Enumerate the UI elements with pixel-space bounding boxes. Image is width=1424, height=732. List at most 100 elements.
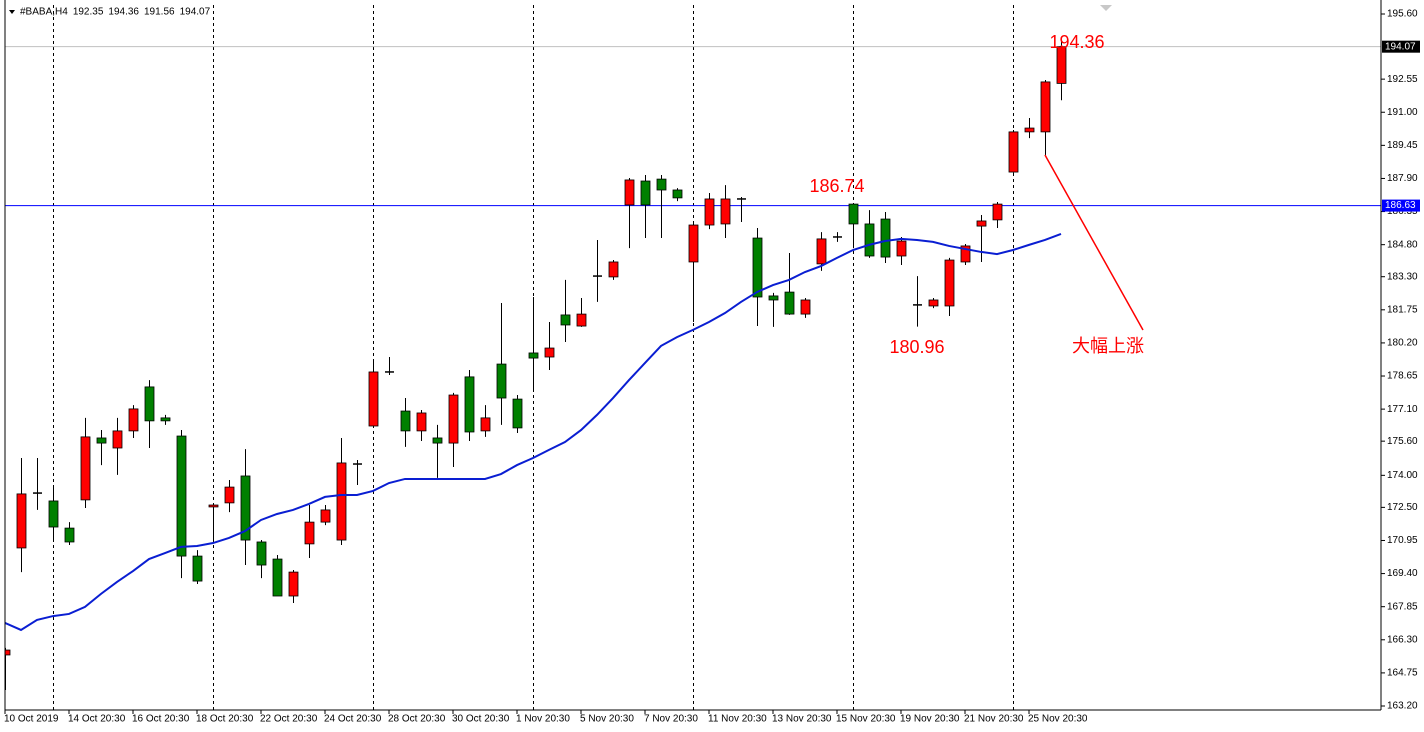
current-price-label: 194.07	[1385, 41, 1416, 52]
candle-body	[256, 541, 267, 566]
header-value: 191.56	[144, 7, 175, 18]
candle-body	[208, 504, 219, 508]
y-tick-label: 186.35	[1387, 206, 1418, 217]
candle-body	[544, 347, 555, 358]
y-tick-label: 184.80	[1387, 239, 1418, 250]
candle-body	[480, 417, 491, 432]
y-tick-label: 175.60	[1387, 436, 1418, 447]
candle-body	[704, 198, 715, 226]
candle-body	[688, 224, 699, 263]
candle-body	[96, 437, 107, 444]
y-tick-label: 164.75	[1387, 668, 1418, 679]
candle-body	[848, 203, 859, 225]
symbol: #BABA,H4	[20, 7, 68, 18]
y-tick-label: 195.60	[1387, 9, 1418, 20]
x-tick-label: 28 Oct 20:30	[388, 714, 446, 725]
header: #BABA,H4 192.35 194.36 191.56 194.07	[20, 7, 211, 18]
y-tick-label: 172.50	[1387, 502, 1418, 513]
candle-body	[1008, 131, 1019, 173]
x-tick-label: 30 Oct 20:30	[452, 714, 510, 725]
candle-body	[640, 180, 651, 206]
candle-body	[896, 240, 907, 257]
candle-body	[240, 475, 251, 541]
header-icon	[9, 10, 15, 14]
candle-body	[48, 500, 59, 528]
candle-body	[224, 486, 235, 504]
candle-body	[128, 408, 139, 432]
y-tick-label: 170.95	[1387, 535, 1418, 546]
candle-body	[448, 394, 459, 444]
candle-body	[880, 218, 891, 258]
candle-body	[432, 437, 443, 444]
candle-body	[656, 178, 667, 191]
x-tick-label: 21 Nov 20:30	[964, 714, 1024, 725]
line-price-label: 186.63	[1385, 200, 1416, 211]
shift-marker	[1100, 5, 1112, 11]
candle-body	[784, 291, 795, 315]
x-tick-label: 22 Oct 20:30	[260, 714, 318, 725]
header-value: 192.35	[73, 7, 104, 18]
y-tick-label: 192.55	[1387, 74, 1418, 85]
line-price-box	[1382, 199, 1420, 212]
y-tick-label: 183.30	[1387, 271, 1418, 282]
annotation: 180.96	[889, 337, 944, 357]
x-tick-label: 25 Nov 20:30	[1028, 714, 1088, 725]
candle-body	[560, 314, 571, 326]
y-tick-label: 191.00	[1387, 107, 1418, 118]
candle-body	[400, 410, 411, 432]
candle-body	[976, 220, 987, 227]
annotation: 186.74	[809, 176, 864, 196]
x-tick-label: 18 Oct 20:30	[196, 714, 254, 725]
candle-body	[928, 299, 939, 307]
candle-body	[1024, 127, 1035, 133]
candle-body	[672, 189, 683, 199]
y-tick-label: 180.20	[1387, 338, 1418, 349]
candle-body	[320, 509, 331, 523]
current-price-box	[1382, 40, 1420, 53]
candle-body	[624, 179, 635, 206]
arrow-line	[1044, 154, 1144, 331]
candle-body	[144, 386, 155, 422]
candle-body	[368, 371, 379, 427]
x-tick-label: 1 Nov 20:30	[516, 714, 570, 725]
candle-body	[304, 521, 315, 545]
candle-body	[992, 203, 1003, 221]
annotation: 大幅上涨	[1072, 336, 1144, 356]
x-tick-label: 19 Nov 20:30	[900, 714, 960, 725]
candle-body	[272, 558, 283, 597]
candle-body	[512, 398, 523, 429]
y-tick-label: 187.90	[1387, 173, 1418, 184]
y-tick-label: 167.85	[1387, 601, 1418, 612]
candle-body	[64, 527, 75, 543]
candle-body	[800, 299, 811, 315]
candle-body	[160, 417, 171, 422]
y-tick-label: 178.65	[1387, 371, 1418, 382]
candle-body	[192, 555, 203, 582]
candle-body	[576, 313, 587, 327]
header-value: 194.07	[180, 7, 211, 18]
plot-area	[5, 5, 1381, 710]
candle-body	[768, 295, 779, 301]
candle-body	[720, 198, 731, 225]
candle-body	[944, 259, 955, 307]
x-tick-label: 10 Oct 2019	[4, 714, 59, 725]
x-tick-label: 13 Nov 20:30	[772, 714, 832, 725]
x-tick-label: 7 Nov 20:30	[644, 714, 698, 725]
candle-body	[960, 245, 971, 263]
x-tick-label: 11 Nov 20:30	[708, 714, 767, 725]
candle-body	[752, 237, 763, 298]
x-tick-label: 14 Oct 20:30	[68, 714, 126, 725]
x-tick-label: 24 Oct 20:30	[324, 714, 382, 725]
header-value: 194.36	[108, 7, 139, 18]
annotation: 194.36	[1049, 32, 1104, 52]
y-tick-label: 189.45	[1387, 140, 1418, 151]
candle-body	[80, 436, 91, 501]
candle-body	[176, 435, 187, 557]
candle-body	[16, 493, 27, 549]
candle-body	[608, 261, 619, 278]
candle-body	[528, 352, 539, 359]
candle-body	[1056, 46, 1067, 84]
